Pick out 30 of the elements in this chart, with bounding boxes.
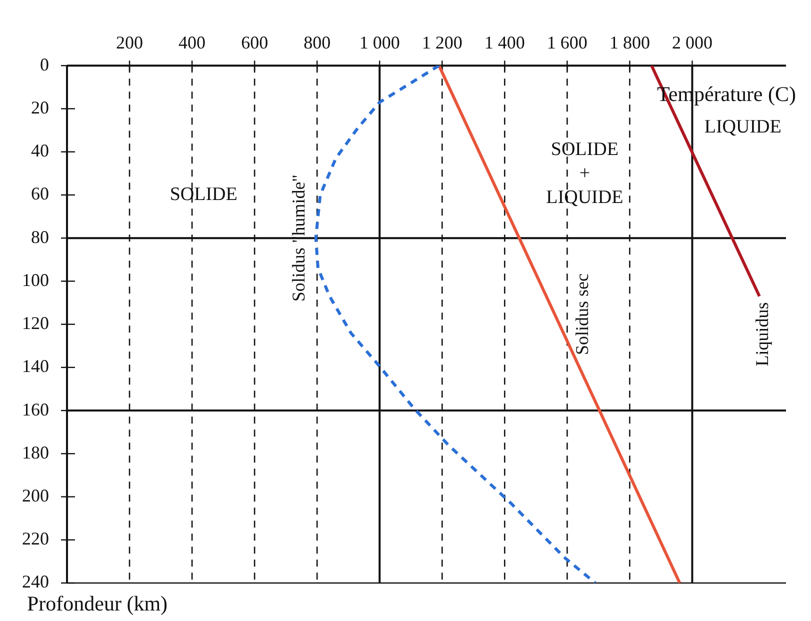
x-tick-label: 1 000 (359, 32, 400, 53)
annotation: SOLIDE + LIQUIDE (546, 139, 624, 208)
x-tick-label: 1 800 (609, 32, 650, 53)
y-tick-label: 40 (31, 140, 49, 161)
x-tick-label: 200 (116, 32, 144, 53)
x-tick-label: 1 600 (546, 32, 588, 53)
x-tick-label: 400 (178, 32, 206, 53)
y-tick-label: 80 (31, 226, 49, 247)
y-tick-label: 20 (31, 97, 49, 118)
y-tick-label: 220 (22, 528, 49, 549)
x-tick-label: 600 (241, 32, 268, 53)
y-tick-label: 240 (22, 572, 49, 592)
x-tick-label: 2 000 (672, 32, 712, 53)
y-tick-label: 140 (22, 356, 49, 376)
y-tick-label: 180 (22, 442, 49, 462)
x-tick-label: 1 200 (422, 32, 462, 53)
y-tick-label: 120 (22, 313, 49, 334)
y-tick-label: 200 (22, 486, 49, 506)
y-tick-label: 100 (22, 270, 49, 290)
text: Liquidus (752, 302, 772, 366)
text: Solidus "humide" (288, 174, 309, 302)
y-axis-title: Profondeur (km) (27, 592, 168, 616)
y-tick-label: 0 (40, 54, 49, 74)
text: Solidus sec (572, 274, 592, 356)
annotation: LIQUIDE (704, 116, 782, 138)
x-tick-label: 1 400 (484, 32, 525, 53)
y-tick-label: 160 (22, 399, 49, 420)
y-tick-label: 60 (31, 184, 49, 204)
annotation: SOLIDE (170, 184, 238, 205)
x-tick-label: 800 (304, 32, 331, 53)
